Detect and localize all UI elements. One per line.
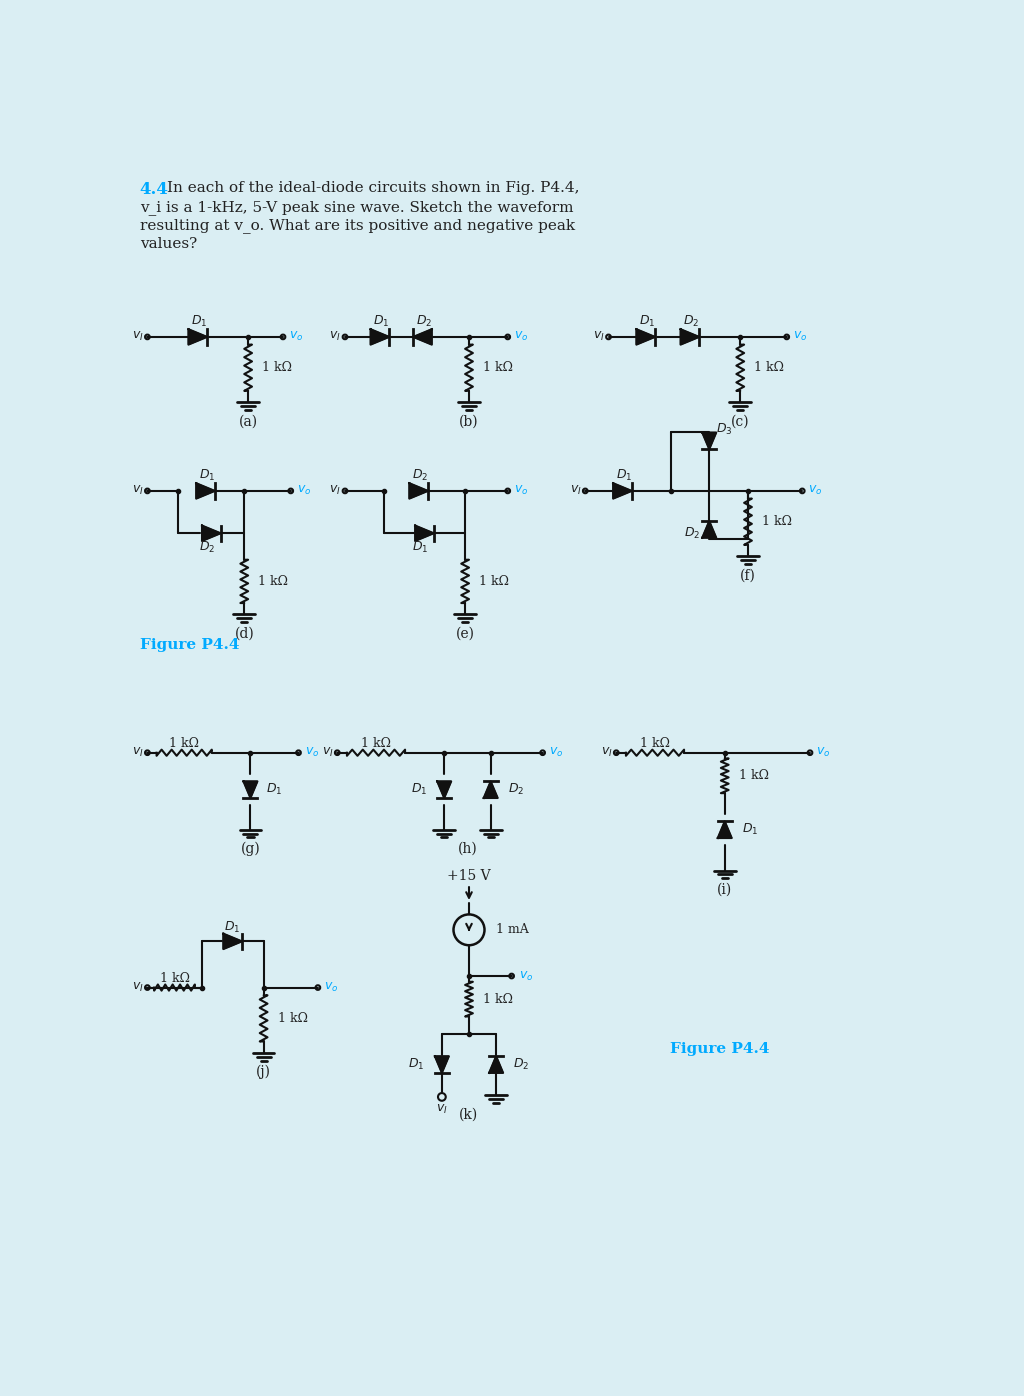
Text: $v_o$: $v_o$ — [519, 969, 534, 983]
Text: 1 kΩ: 1 kΩ — [361, 737, 391, 750]
Text: $D_2$: $D_2$ — [513, 1057, 529, 1072]
Polygon shape — [371, 329, 389, 345]
Polygon shape — [435, 1057, 449, 1074]
Text: (a): (a) — [239, 415, 258, 429]
Text: $D_1$: $D_1$ — [411, 782, 427, 797]
Text: $v_o$: $v_o$ — [297, 484, 311, 497]
Polygon shape — [244, 782, 257, 799]
Text: $v_I$: $v_I$ — [569, 484, 582, 497]
Text: Figure P4.4: Figure P4.4 — [671, 1043, 770, 1057]
Text: $D_3$: $D_3$ — [717, 422, 733, 437]
Polygon shape — [489, 1057, 503, 1074]
Text: $D_2$: $D_2$ — [508, 782, 524, 797]
Text: $D_2$: $D_2$ — [200, 540, 216, 554]
Text: $v_o$: $v_o$ — [793, 331, 807, 343]
Text: $v_I$: $v_I$ — [132, 981, 143, 994]
Polygon shape — [613, 483, 632, 498]
Text: $D_2$: $D_2$ — [412, 468, 428, 483]
Text: In each of the ideal-diode circuits shown in Fig. P4.4,: In each of the ideal-diode circuits show… — [167, 181, 580, 195]
Text: $D_1$: $D_1$ — [266, 782, 283, 797]
Text: 1 kΩ: 1 kΩ — [483, 993, 513, 1005]
Text: $v_I$: $v_I$ — [436, 1103, 447, 1115]
Text: (g): (g) — [241, 842, 260, 856]
Text: $v_I$: $v_I$ — [601, 747, 612, 759]
Text: values?: values? — [139, 237, 197, 251]
Polygon shape — [415, 525, 434, 542]
Text: 1 kΩ: 1 kΩ — [483, 362, 513, 374]
Polygon shape — [636, 329, 655, 345]
Text: (k): (k) — [460, 1107, 478, 1121]
Polygon shape — [223, 934, 242, 949]
Text: (f): (f) — [740, 568, 756, 582]
Polygon shape — [702, 521, 716, 537]
Text: $v_I$: $v_I$ — [330, 484, 341, 497]
Text: 1 kΩ: 1 kΩ — [755, 362, 784, 374]
Text: (j): (j) — [256, 1065, 271, 1079]
Text: $D_1$: $D_1$ — [224, 920, 241, 935]
Text: 1 kΩ: 1 kΩ — [762, 515, 792, 528]
Text: $D_1$: $D_1$ — [639, 314, 655, 329]
Text: 1 kΩ: 1 kΩ — [262, 362, 292, 374]
Text: 1 kΩ: 1 kΩ — [160, 972, 189, 984]
Text: 1 kΩ: 1 kΩ — [479, 575, 509, 588]
Text: 1 kΩ: 1 kΩ — [169, 737, 200, 750]
Polygon shape — [718, 821, 732, 838]
Text: resulting at v_o. What are its positive and negative peak: resulting at v_o. What are its positive … — [139, 218, 574, 233]
Polygon shape — [197, 483, 215, 498]
Polygon shape — [437, 782, 452, 799]
Text: $v_o$: $v_o$ — [816, 747, 830, 759]
Text: (h): (h) — [458, 842, 477, 856]
Text: 1 kΩ: 1 kΩ — [640, 737, 670, 750]
Text: (e): (e) — [456, 627, 475, 641]
Text: $v_o$: $v_o$ — [809, 484, 823, 497]
Text: $v_I$: $v_I$ — [322, 747, 334, 759]
Text: $D_1$: $D_1$ — [373, 314, 389, 329]
Text: $v_o$: $v_o$ — [324, 981, 338, 994]
Text: v_i is a 1-kHz, 5-V peak sine wave. Sketch the waveform: v_i is a 1-kHz, 5-V peak sine wave. Sket… — [139, 200, 573, 215]
Text: $D_1$: $D_1$ — [199, 468, 215, 483]
Text: $v_I$: $v_I$ — [330, 331, 341, 343]
Text: 1 kΩ: 1 kΩ — [738, 769, 769, 782]
Polygon shape — [202, 525, 220, 542]
Polygon shape — [188, 329, 207, 345]
Text: $v_o$: $v_o$ — [514, 484, 528, 497]
Text: $D_1$: $D_1$ — [741, 822, 758, 838]
Text: $v_I$: $v_I$ — [593, 331, 604, 343]
Text: $v_o$: $v_o$ — [289, 331, 303, 343]
Text: $D_2$: $D_2$ — [683, 314, 699, 329]
Text: $D_2$: $D_2$ — [416, 314, 432, 329]
Polygon shape — [483, 782, 498, 799]
Polygon shape — [681, 329, 699, 345]
Text: $D_1$: $D_1$ — [615, 468, 632, 483]
Text: $D_1$: $D_1$ — [413, 540, 429, 554]
Text: $D_1$: $D_1$ — [409, 1057, 425, 1072]
Text: 1 kΩ: 1 kΩ — [278, 1012, 307, 1025]
Text: 4.4: 4.4 — [139, 181, 169, 198]
Text: Figure P4.4: Figure P4.4 — [139, 638, 240, 652]
Text: $D_2$: $D_2$ — [684, 526, 700, 540]
Polygon shape — [410, 483, 428, 498]
Polygon shape — [702, 433, 716, 450]
Text: 1 kΩ: 1 kΩ — [258, 575, 288, 588]
Text: (i): (i) — [717, 882, 732, 896]
Text: $v_o$: $v_o$ — [514, 331, 528, 343]
Text: $v_I$: $v_I$ — [132, 484, 143, 497]
Text: $v_o$: $v_o$ — [305, 747, 319, 759]
Text: +15 V: +15 V — [447, 868, 490, 882]
Text: 1 mA: 1 mA — [496, 923, 528, 937]
Text: $v_I$: $v_I$ — [132, 747, 143, 759]
Polygon shape — [414, 329, 432, 345]
Text: $D_1$: $D_1$ — [191, 314, 208, 329]
Text: (b): (b) — [459, 415, 479, 429]
Text: $v_I$: $v_I$ — [132, 331, 143, 343]
Text: (c): (c) — [731, 415, 750, 429]
Text: (d): (d) — [234, 627, 254, 641]
Text: $v_o$: $v_o$ — [549, 747, 563, 759]
